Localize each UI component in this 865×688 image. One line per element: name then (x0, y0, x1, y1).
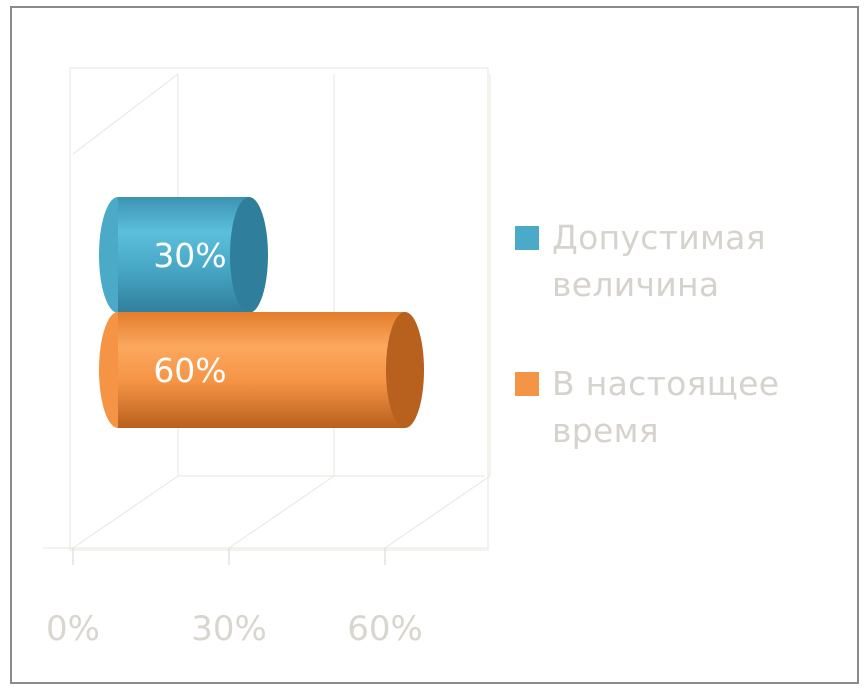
legend: Допустимая величина В настоящее время (515, 214, 835, 506)
bar-allowed-body (118, 197, 249, 313)
gridline-floor-2 (384, 475, 491, 549)
legend-item-allowed: Допустимая величина (515, 214, 835, 308)
legend-label-current: В настоящее время (552, 364, 780, 450)
bar-current-body (118, 312, 405, 428)
plot-area-border (69, 67, 489, 551)
x-tick-label-2: 60% (347, 609, 423, 649)
side-wall-top-diagonal (72, 73, 179, 155)
bar-allowed-data-label: 30% (153, 236, 226, 275)
gridline-floor-1 (228, 475, 335, 549)
bar-current: 60% (99, 312, 424, 428)
x-tick-label-0: 0% (46, 609, 100, 649)
bar-allowed-end-cap (230, 197, 268, 313)
bar-allowed: 30% (99, 197, 268, 313)
x-tick-label-1: 30% (191, 609, 267, 649)
legend-swatch-current (515, 372, 539, 396)
legend-swatch-allowed (515, 226, 539, 250)
legend-item-current: В настоящее время (515, 360, 835, 454)
grid-layer (43, 67, 491, 551)
ticks-layer: 0% 30% 60% (46, 548, 423, 649)
bar-current-end-cap (386, 312, 424, 428)
bars-layer: 30% 60% (99, 197, 424, 428)
bar-current-data-label: 60% (153, 351, 226, 390)
legend-label-allowed: Допустимая величина (552, 218, 766, 304)
floor-diagonal-0 (72, 475, 179, 549)
